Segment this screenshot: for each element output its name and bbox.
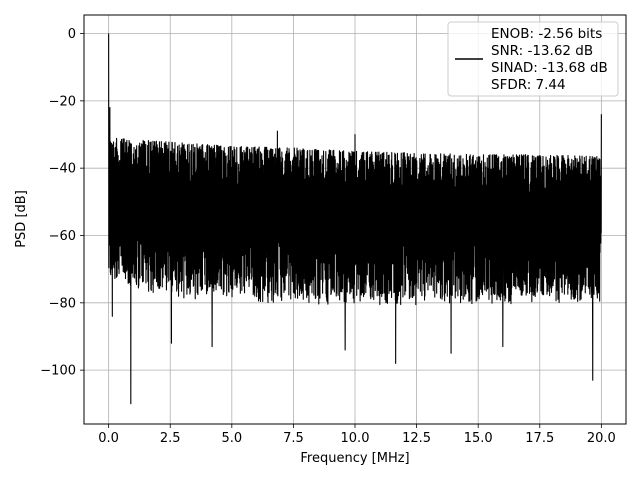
x-tick-label: 10.0 — [341, 431, 370, 446]
x-tick-label: 2.5 — [160, 431, 181, 446]
legend-sinad: SINAD: -13.68 dB — [491, 60, 608, 76]
x-tick-label: 17.5 — [525, 431, 554, 446]
legend: ENOB: -2.56 bits SNR: -13.62 dB SINAD: -… — [447, 21, 619, 97]
y-tick-label: −100 — [40, 364, 76, 379]
legend-snr: SNR: -13.62 dB — [491, 43, 593, 59]
y-tick-label: −20 — [49, 94, 76, 109]
x-tick-label: 20.0 — [587, 431, 616, 446]
x-axis-label: Frequency [MHz] — [300, 451, 409, 466]
data-layer — [108, 33, 602, 405]
legend-sfdr: SFDR: 7.44 — [491, 77, 566, 93]
x-tick-label: 0.0 — [98, 431, 119, 446]
x-tick-label: 5.0 — [221, 431, 242, 446]
x-tick-label: 15.0 — [464, 431, 493, 446]
x-tick-label: 12.5 — [402, 431, 431, 446]
ticks: 0.0 2.5 5.0 7.5 10.0 12.5 15.0 17.5 20.0 0 −20 −40 −… — [40, 27, 616, 446]
y-tick-label: 0 — [68, 27, 76, 42]
legend-box — [447, 21, 619, 97]
y-tick-label: −40 — [49, 162, 76, 177]
plot-frame — [83, 14, 627, 425]
x-tick-label: 7.5 — [283, 431, 304, 446]
y-axis-label: PSD [dB] — [14, 190, 29, 248]
y-tick-label: −60 — [49, 229, 76, 244]
legend-enob: ENOB: -2.56 bits — [491, 26, 602, 42]
y-tick-label: −80 — [49, 296, 76, 311]
